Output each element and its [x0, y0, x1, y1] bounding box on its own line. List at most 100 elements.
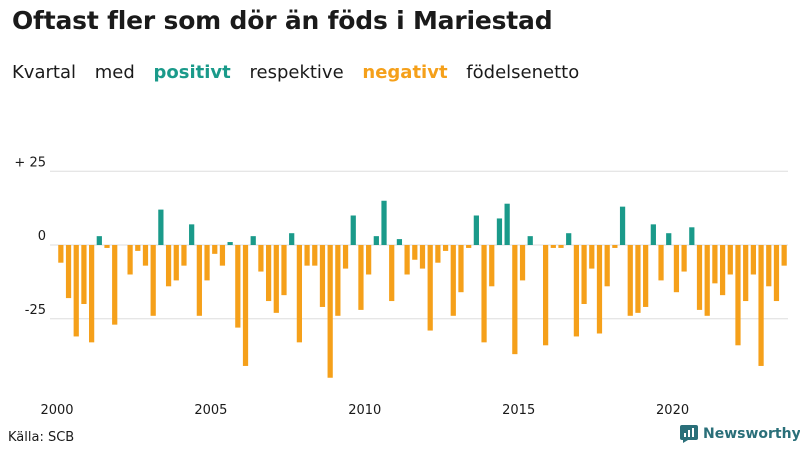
bar	[604, 245, 610, 287]
x-tick-label: 2020	[656, 403, 689, 418]
bar	[712, 245, 718, 284]
bar	[581, 245, 587, 304]
bar	[519, 245, 526, 281]
bar	[458, 245, 464, 293]
bar	[335, 245, 341, 316]
bar	[265, 245, 272, 302]
brand-logo: Newsworthy	[680, 425, 800, 443]
bar	[319, 245, 326, 307]
brand-name: Newsworthy	[703, 426, 800, 442]
subtitle-text-fodelsenetto: födelsenetto	[466, 62, 580, 83]
bar	[512, 245, 518, 355]
bar	[150, 245, 156, 316]
bar	[227, 242, 233, 245]
bar	[635, 245, 641, 313]
bar	[412, 245, 418, 260]
bar	[165, 245, 172, 287]
bar	[704, 245, 710, 316]
bar	[135, 245, 141, 251]
bar	[281, 245, 287, 296]
bar	[189, 224, 195, 245]
bar	[212, 245, 218, 254]
bar	[496, 218, 503, 245]
bar	[735, 245, 741, 346]
bar	[358, 245, 364, 310]
bar	[112, 245, 118, 325]
bar	[527, 236, 533, 245]
bar	[473, 215, 479, 245]
bar	[719, 245, 726, 296]
bar	[389, 245, 395, 302]
bar	[543, 245, 549, 346]
bar	[666, 233, 672, 245]
bar	[450, 245, 456, 316]
subtitle-negative-word: negativt	[362, 62, 448, 83]
bar	[327, 245, 333, 378]
bar	[396, 239, 403, 245]
bar	[158, 209, 164, 245]
bar	[235, 245, 241, 328]
bar	[489, 245, 495, 287]
chart-title: Oftast fler som dör än föds i Mariestad	[12, 6, 553, 35]
bar	[596, 245, 603, 334]
x-tick-label: 2015	[502, 403, 535, 418]
bar	[289, 233, 295, 245]
bar	[219, 245, 226, 266]
bar	[650, 224, 656, 245]
bar	[558, 245, 564, 248]
bar	[681, 245, 687, 272]
x-tick-label: 2005	[194, 403, 227, 418]
bar	[504, 203, 510, 245]
bar	[435, 245, 441, 263]
bar	[442, 245, 449, 251]
bar	[658, 245, 664, 281]
bar	[304, 245, 310, 266]
bar	[612, 245, 618, 248]
bar	[466, 245, 472, 248]
bar	[81, 245, 87, 304]
bar	[350, 215, 356, 245]
bar	[65, 245, 72, 299]
bar	[758, 245, 764, 366]
bar	[427, 245, 433, 331]
bar	[743, 245, 749, 302]
bar	[173, 245, 179, 281]
bar	[181, 245, 187, 266]
bar	[342, 245, 349, 269]
bar	[643, 245, 649, 307]
bar	[273, 245, 279, 313]
bar	[312, 245, 318, 266]
bar	[573, 245, 580, 337]
bar	[589, 245, 595, 269]
y-tick-label: + 25	[14, 155, 46, 170]
y-tick-label: -25	[25, 303, 46, 318]
bar	[781, 245, 787, 266]
bar	[766, 245, 772, 287]
bar	[242, 245, 249, 366]
source-note: Källa: SCB	[8, 430, 75, 445]
bar	[773, 245, 780, 302]
bar	[258, 245, 264, 272]
y-tick-label: 0	[38, 229, 46, 244]
subtitle-text-kvartal: Kvartal	[12, 62, 76, 83]
bar	[104, 245, 110, 248]
bar	[750, 245, 756, 275]
bar	[127, 245, 133, 275]
bar	[481, 245, 487, 343]
x-tick-label: 2010	[348, 403, 381, 418]
bar	[58, 245, 64, 263]
bar	[89, 245, 95, 343]
bar	[673, 245, 680, 293]
subtitle-text-med: med	[94, 62, 135, 83]
bar	[727, 245, 733, 275]
bar	[250, 236, 256, 245]
bar	[196, 245, 202, 316]
bar	[696, 245, 703, 310]
bar	[96, 236, 102, 245]
bar	[404, 245, 410, 275]
bar	[73, 245, 79, 337]
chart-subtitle: Kvartal med positivt respektive negativt…	[12, 62, 592, 83]
bar	[627, 245, 633, 316]
bar	[142, 245, 149, 266]
